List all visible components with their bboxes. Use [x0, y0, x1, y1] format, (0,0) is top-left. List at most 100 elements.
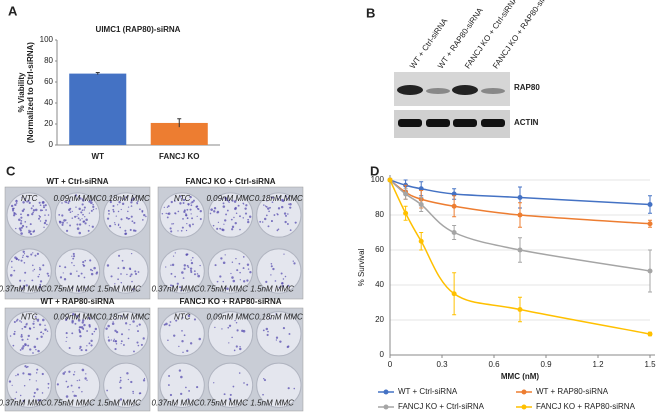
- colony: [14, 256, 17, 259]
- colony: [72, 373, 75, 376]
- colony: [39, 209, 43, 212]
- colony: [270, 220, 273, 223]
- bar: [150, 122, 208, 145]
- colony: [170, 272, 173, 275]
- data-point: [451, 203, 457, 209]
- colony: [16, 318, 19, 321]
- well-label: 0.09nM MMC: [206, 194, 254, 203]
- chart-title: UIMC1 (RAP80)-siRNA: [96, 25, 181, 34]
- colony: [43, 204, 45, 207]
- colony: [22, 372, 25, 375]
- colony: [228, 201, 230, 204]
- colony: [32, 352, 34, 354]
- colony: [187, 314, 191, 318]
- colony: [28, 229, 30, 232]
- colony: [270, 265, 273, 268]
- colony: [64, 201, 66, 203]
- colony: [39, 220, 42, 222]
- colony: [293, 262, 296, 265]
- colony: [227, 199, 230, 202]
- colony: [69, 211, 72, 214]
- colony: [286, 345, 289, 349]
- x-tick-label: 1.2: [592, 360, 604, 369]
- colony: [70, 384, 73, 387]
- colony: [130, 380, 133, 384]
- colony: [188, 224, 191, 227]
- colony: [31, 279, 34, 282]
- colony: [127, 378, 129, 381]
- colony: [193, 273, 197, 276]
- colony: [66, 336, 68, 339]
- well-label: 1.5nM MMC: [250, 284, 294, 293]
- colony: [209, 212, 212, 215]
- colony: [36, 337, 39, 340]
- colony: [14, 397, 17, 400]
- colony: [145, 215, 147, 218]
- colony: [239, 271, 241, 274]
- well: [6, 311, 52, 357]
- colony: [90, 209, 93, 212]
- western-blot: [394, 72, 510, 138]
- colony: [122, 198, 125, 200]
- colony: [267, 207, 270, 210]
- colony: [273, 214, 276, 216]
- well-label: 1.5nM MMC: [97, 399, 141, 408]
- colony: [72, 252, 75, 256]
- colony: [22, 399, 25, 403]
- colony: [192, 199, 195, 202]
- data-point: [403, 210, 409, 216]
- colony: [42, 264, 45, 267]
- well-label: NTC: [174, 194, 191, 203]
- colony: [34, 208, 38, 212]
- colony: [220, 257, 223, 260]
- colony: [95, 208, 97, 210]
- colony: [182, 351, 184, 354]
- colony: [264, 205, 267, 207]
- colony: [199, 264, 201, 267]
- colony: [78, 207, 81, 211]
- x-tick-label: 1.5: [644, 360, 656, 369]
- colony: [292, 260, 294, 262]
- colony: [90, 272, 94, 276]
- colony: [233, 216, 235, 219]
- colony: [61, 214, 64, 217]
- y-tick-label: 60: [44, 77, 53, 86]
- colony: [47, 274, 50, 277]
- colony: [25, 284, 28, 287]
- colony: [41, 209, 44, 212]
- colony: [77, 289, 81, 292]
- bar: [69, 73, 127, 145]
- colony: [177, 230, 179, 232]
- colony: [113, 222, 116, 224]
- colony: [63, 219, 66, 222]
- well-label: 0.37nM MMC: [0, 399, 47, 408]
- data-point: [647, 202, 653, 207]
- colony: [176, 282, 179, 285]
- colony: [32, 209, 36, 212]
- colony: [119, 197, 122, 199]
- colony: [233, 349, 236, 352]
- colony: [37, 320, 39, 322]
- colony: [112, 208, 115, 211]
- colony: [234, 207, 237, 211]
- colony: [83, 264, 86, 267]
- colony: [278, 196, 281, 198]
- colony: [26, 255, 29, 258]
- colony: [219, 227, 222, 230]
- colony: [287, 284, 290, 287]
- colony: [226, 209, 229, 212]
- colony: [226, 287, 229, 291]
- colony: [171, 263, 175, 267]
- colony: [183, 209, 186, 212]
- well-label: 0.09nM MMC: [206, 313, 254, 322]
- colony: [132, 288, 135, 291]
- colony: [91, 269, 94, 272]
- colony: [12, 344, 15, 347]
- colony: [29, 327, 32, 330]
- panel-letter: C: [6, 163, 16, 178]
- colony: [266, 200, 268, 202]
- colony: [75, 395, 77, 397]
- data-point: [451, 291, 457, 297]
- colony: [229, 393, 232, 396]
- colony: [29, 348, 32, 351]
